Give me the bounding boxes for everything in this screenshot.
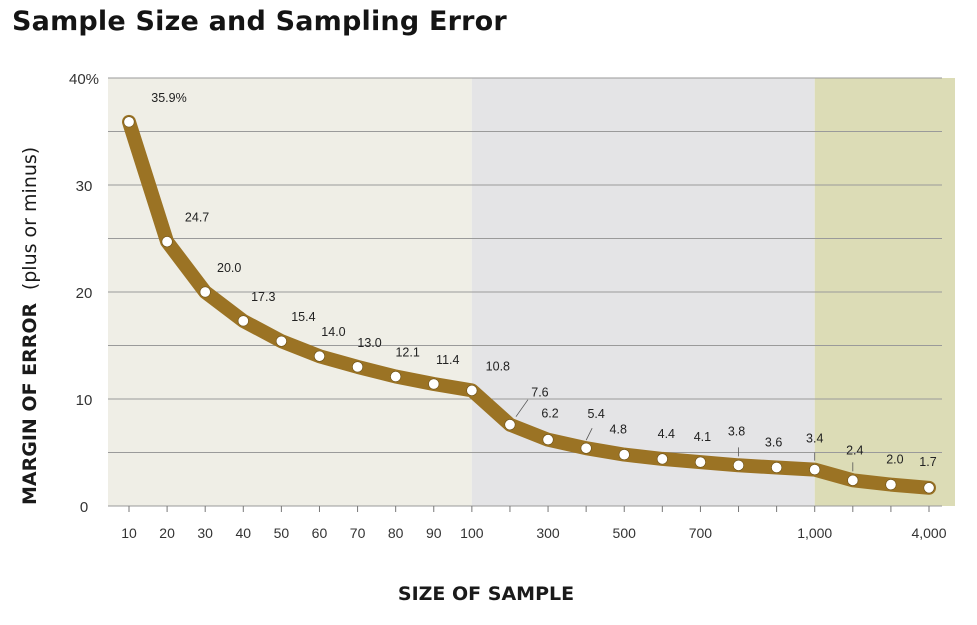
x-tick-label: 20 (159, 525, 175, 541)
data-label: 4.8 (610, 423, 627, 437)
y-tick-label: 20 (76, 285, 93, 302)
y-axis-title-suffix: (plus or minus) (19, 147, 41, 290)
data-label: 3.6 (765, 435, 782, 449)
data-point (466, 384, 478, 396)
x-tick-label: 40 (235, 525, 251, 541)
data-label: 2.0 (886, 453, 903, 467)
data-label: 6.2 (541, 407, 558, 421)
data-label: 35.9% (151, 91, 186, 105)
data-points (123, 116, 935, 494)
data-label: 24.7 (185, 211, 209, 225)
data-labels: 35.9% 24.7 20.0 17.3 15.4 14.0 13.0 12.1 11.4 10.… (151, 91, 936, 469)
data-label: 4.4 (658, 427, 675, 441)
data-point (542, 434, 554, 446)
data-point (313, 350, 325, 362)
data-point (390, 371, 402, 383)
data-label: 3.4 (806, 432, 823, 446)
x-axis-title: SIZE OF SAMPLE (398, 583, 574, 605)
x-tick-label: 1,000 (797, 525, 832, 541)
data-point (771, 461, 783, 473)
series-line (122, 114, 936, 495)
data-label: 11.4 (436, 353, 459, 367)
x-tick-label: 700 (689, 525, 713, 541)
y-tick-label: 10 (76, 392, 93, 409)
data-point (352, 361, 364, 373)
x-tick-label: 500 (613, 525, 637, 541)
leader-line (585, 428, 593, 441)
x-tick-label: 60 (312, 525, 328, 541)
x-tick-label: 10 (121, 525, 137, 541)
data-point (885, 479, 897, 491)
x-tick-label: 50 (274, 525, 290, 541)
leader-line (515, 399, 529, 417)
data-label: 4.1 (694, 430, 711, 444)
y-tick-labels: 0 10 20 30 40% (69, 71, 99, 516)
data-label: 14.0 (321, 325, 345, 339)
y-axis-title: MARGIN OF ERROR (plus or minus) (19, 147, 41, 505)
data-label: 5.4 (587, 407, 604, 421)
data-point (123, 116, 135, 128)
data-label: 13.0 (357, 336, 381, 350)
data-point (694, 456, 706, 468)
data-point (618, 449, 630, 461)
x-tick-label: 80 (388, 525, 404, 541)
data-point (199, 286, 211, 298)
y-tick-label: 0 (80, 499, 88, 516)
y-tick-label: 40% (69, 71, 99, 88)
x-tick-labels: 10 20 30 40 50 60 70 80 90 100 300 500 700 1,000 4,000 (121, 525, 947, 541)
data-point (923, 482, 935, 494)
data-point (237, 315, 249, 327)
data-label: 17.3 (251, 290, 275, 304)
x-tick-label: 90 (426, 525, 442, 541)
data-point (847, 474, 859, 486)
x-tick-label: 300 (536, 525, 560, 541)
x-tick-label: 100 (460, 525, 484, 541)
data-label: 15.4 (291, 310, 315, 324)
x-tick-label: 30 (197, 525, 213, 541)
data-point (504, 419, 516, 431)
x-tick-label: 70 (350, 525, 366, 541)
x-tick-label: 4,000 (911, 525, 946, 541)
data-label: 7.6 (531, 386, 548, 400)
data-point (428, 378, 440, 390)
label-leader-lines (515, 399, 854, 472)
data-point (161, 236, 173, 248)
data-label: 20.0 (217, 261, 241, 275)
x-tick-marks (128, 506, 930, 512)
data-label: 3.8 (728, 424, 745, 438)
data-point (733, 459, 745, 471)
chart-title: Sample Size and Sampling Error (12, 6, 507, 37)
data-point (809, 464, 821, 476)
data-label: 1.7 (919, 455, 936, 469)
data-label: 12.1 (395, 346, 419, 360)
data-point (275, 335, 287, 347)
data-label: 2.4 (846, 443, 863, 457)
data-point (580, 442, 592, 454)
data-label: 10.8 (486, 359, 510, 373)
y-tick-label: 30 (76, 178, 93, 195)
gridlines (108, 77, 942, 507)
y-axis-title-main: MARGIN OF ERROR (19, 302, 41, 505)
data-point (656, 453, 668, 465)
